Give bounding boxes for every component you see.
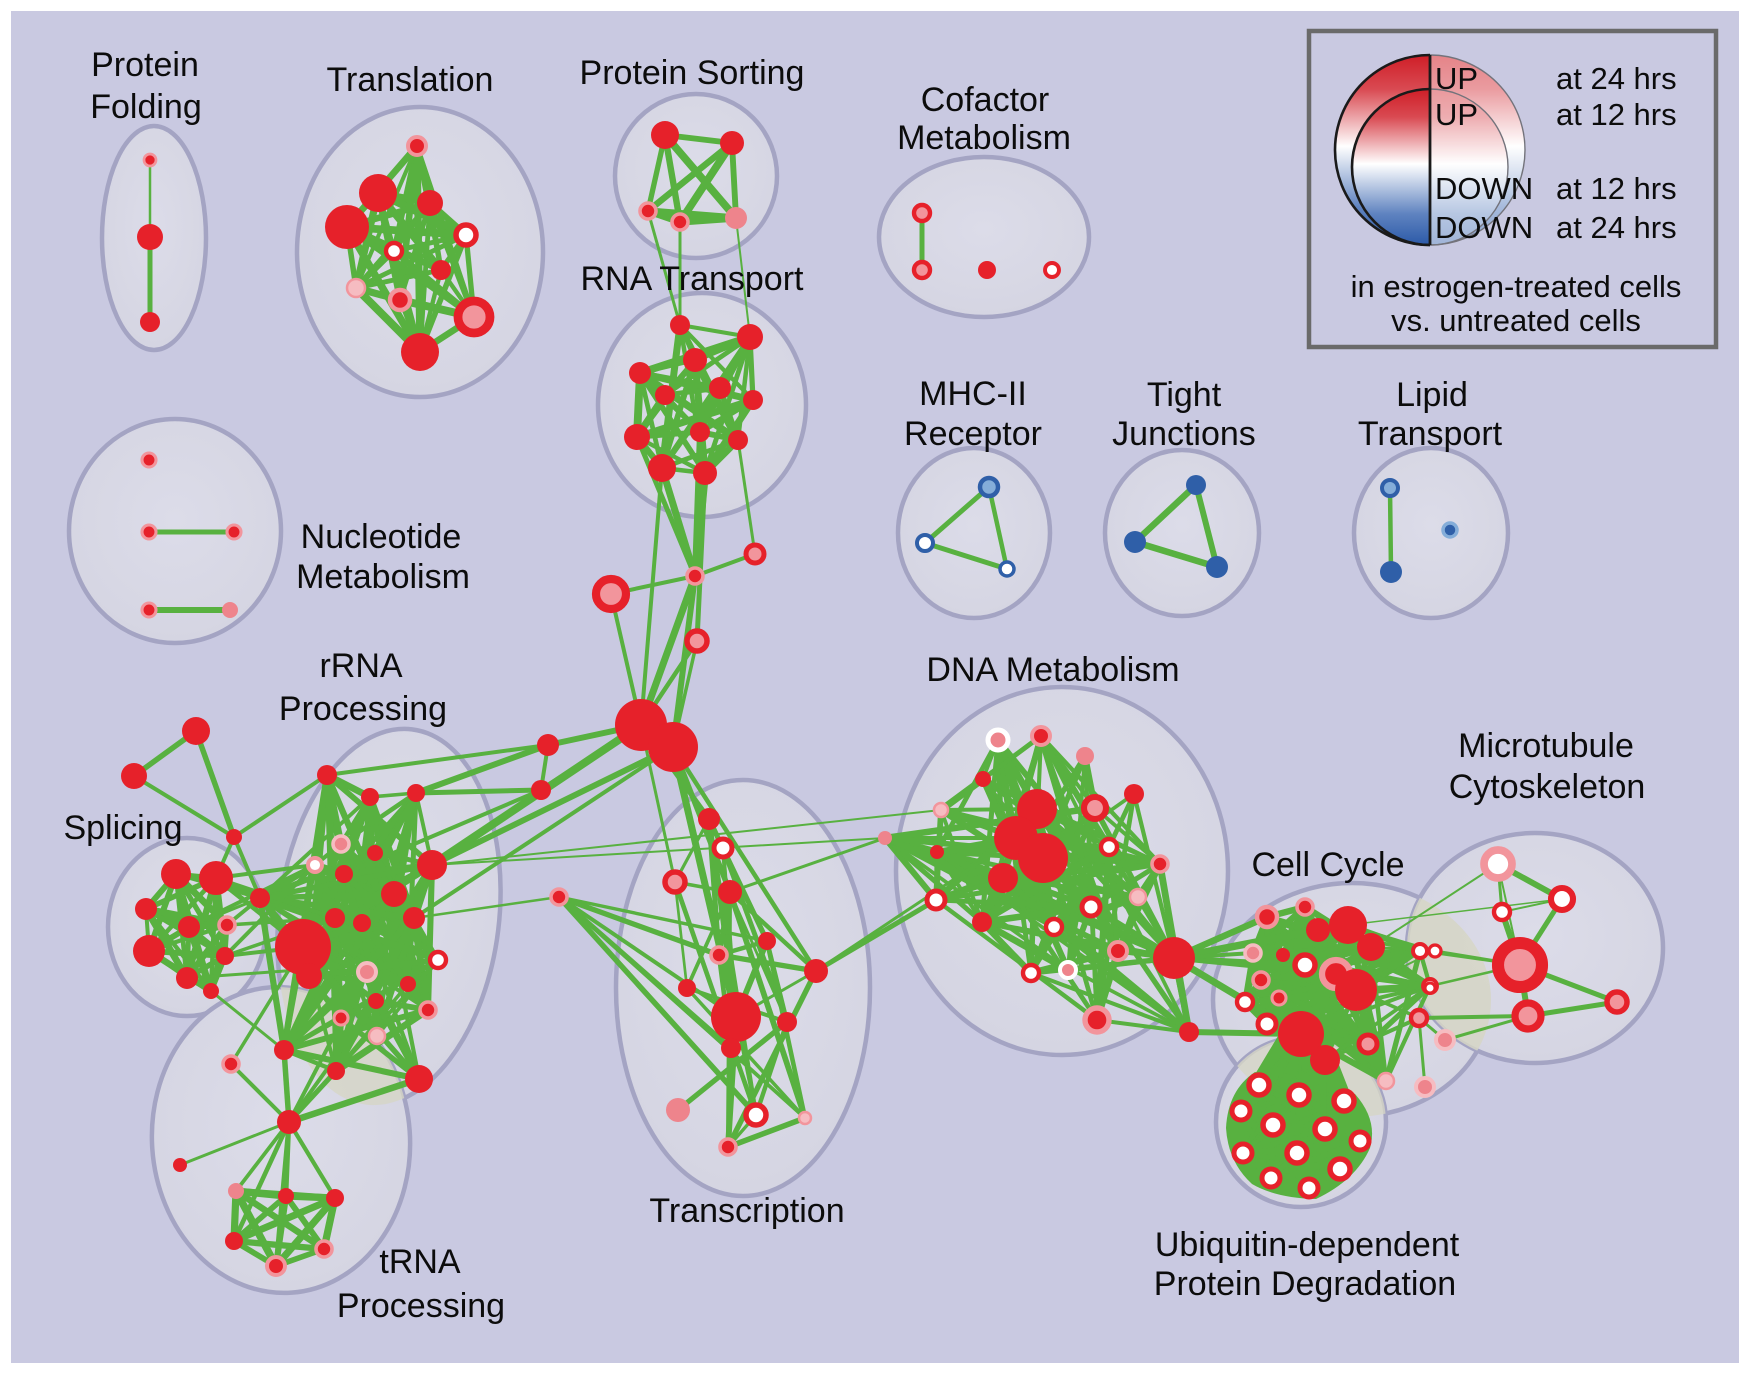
svg-text:at 24 hrs: at 24 hrs [1556,210,1677,245]
svg-text:at 12 hrs: at 12 hrs [1556,97,1677,132]
svg-text:vs. untreated cells: vs. untreated cells [1391,303,1641,338]
svg-text:rRNA: rRNA [319,647,402,685]
svg-text:Microtubule: Microtubule [1458,727,1634,765]
svg-text:UP: UP [1435,97,1478,132]
svg-text:RNA Transport: RNA Transport [581,260,805,298]
svg-text:Tight: Tight [1147,376,1222,414]
svg-text:Ubiquitin-dependent: Ubiquitin-dependent [1155,1226,1460,1264]
svg-text:Junctions: Junctions [1112,415,1256,453]
svg-text:tRNA: tRNA [379,1243,461,1281]
svg-text:Processing: Processing [337,1287,505,1325]
svg-text:Protein: Protein [91,46,199,84]
svg-text:Transport: Transport [1358,415,1503,453]
svg-text:Metabolism: Metabolism [296,558,470,596]
svg-text:Translation: Translation [327,61,494,99]
svg-text:Transcription: Transcription [649,1192,844,1230]
svg-text:Nucleotide: Nucleotide [301,518,462,556]
svg-text:Protein Degradation: Protein Degradation [1154,1265,1456,1303]
svg-text:UP: UP [1435,61,1478,96]
svg-text:Protein Sorting: Protein Sorting [580,54,805,92]
svg-text:DOWN: DOWN [1435,171,1533,206]
svg-text:Cytoskeleton: Cytoskeleton [1449,768,1646,806]
svg-text:in estrogen-treated cells: in estrogen-treated cells [1351,269,1682,304]
svg-text:MHC-II: MHC-II [919,375,1027,413]
svg-text:Processing: Processing [279,690,447,728]
svg-text:at 24 hrs: at 24 hrs [1556,61,1677,96]
svg-text:Metabolism: Metabolism [897,119,1071,157]
svg-text:Splicing: Splicing [63,809,182,847]
svg-text:at 12 hrs: at 12 hrs [1556,171,1677,206]
svg-text:Cofactor: Cofactor [921,81,1050,119]
svg-text:Lipid: Lipid [1396,376,1468,414]
svg-text:DNA Metabolism: DNA Metabolism [926,651,1179,689]
svg-text:Receptor: Receptor [904,415,1042,453]
svg-text:DOWN: DOWN [1435,210,1533,245]
svg-text:Cell Cycle: Cell Cycle [1251,846,1404,884]
svg-text:Folding: Folding [90,88,202,126]
